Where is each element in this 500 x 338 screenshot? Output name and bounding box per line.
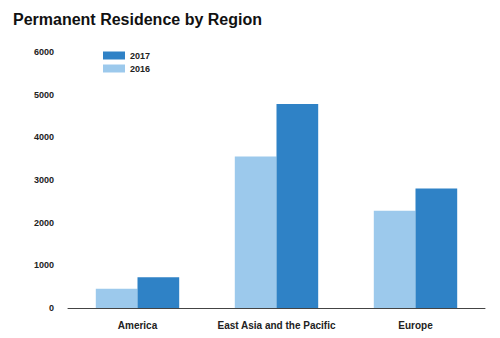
svg-text:2017: 2017 [130, 51, 150, 61]
svg-text:1000: 1000 [34, 260, 54, 270]
svg-text:0: 0 [49, 303, 54, 313]
svg-text:Permanent Residence by Region: Permanent Residence by Region [13, 11, 262, 28]
svg-text:Europe: Europe [398, 320, 433, 331]
svg-text:2016: 2016 [130, 64, 150, 74]
svg-text:3000: 3000 [34, 175, 54, 185]
svg-text:East Asia and the Pacific: East Asia and the Pacific [217, 320, 335, 331]
svg-text:America: America [118, 320, 158, 331]
svg-text:4000: 4000 [34, 132, 54, 142]
svg-text:2000: 2000 [34, 218, 54, 228]
svg-text:5000: 5000 [34, 90, 54, 100]
svg-text:6000: 6000 [34, 47, 54, 57]
